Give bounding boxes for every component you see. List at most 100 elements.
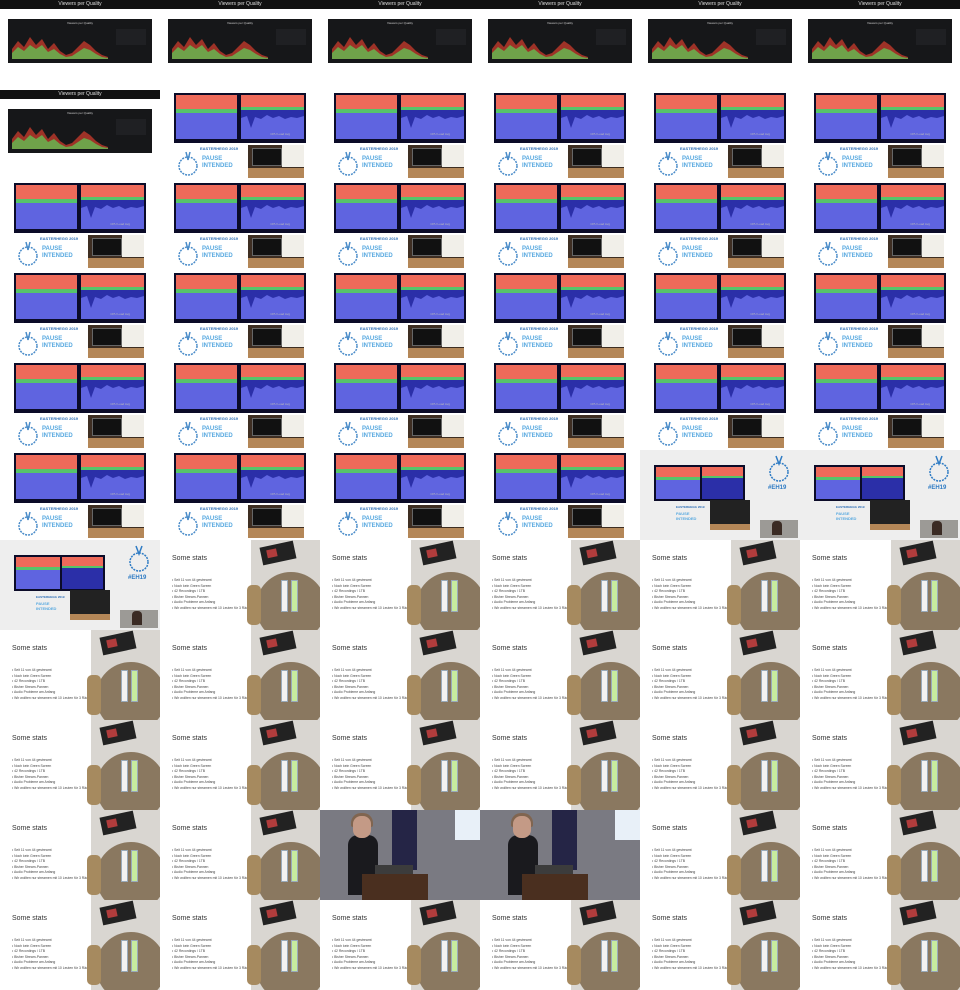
list-item: Wir wollten nur streamen mit 10 Leuten f… [492, 696, 573, 702]
grafana-frame[interactable]: Viewers per Quality Viewers per Quality [320, 0, 480, 90]
dashboard-pause-frame[interactable]: CPU Load Avg EASTERHEGG 2019 PAUSE INTEN… [800, 180, 960, 270]
stats-slide-frame[interactable]: Some stats Seit 11 von 44 gestreamt Noch… [0, 900, 160, 990]
stats-slide-frame[interactable]: Some stats Seit 11 von 44 gestreamt Noch… [480, 720, 640, 810]
frame-title-bar: Viewers per Quality [0, 90, 160, 99]
dashboard-pause-frame[interactable]: CPU Load Avg EASTERHEGG 2019 PAUSE INTEN… [160, 180, 320, 270]
stats-slide-frame[interactable]: Some stats Seit 11 von 44 gestreamt Noch… [160, 810, 320, 900]
list-item: 42 Recordings / 1TB [332, 949, 413, 955]
list-item: Wir wollten nur streamen mit 10 Leuten f… [12, 966, 93, 972]
list-item: 42 Recordings / 1TB [172, 949, 253, 955]
stats-slide-frame[interactable]: Some stats Seit 11 von 44 gestreamt Noch… [640, 630, 800, 720]
stats-slide-frame[interactable]: Some stats Seit 11 von 44 gestreamt Noch… [800, 900, 960, 990]
stats-slide-frame[interactable]: Some stats Seit 11 von 44 gestreamt Noch… [480, 540, 640, 630]
dashboard-pause-frame[interactable]: CPU Load Avg EASTERHEGG 2019 PAUSE INTEN… [160, 450, 320, 540]
stats-slide-frame[interactable]: Some stats Seit 11 von 44 gestreamt Noch… [800, 540, 960, 630]
stats-slide-frame[interactable]: Some stats Seit 11 von 44 gestreamt Noch… [640, 540, 800, 630]
stats-slide-frame[interactable]: Some stats Seit 11 von 44 gestreamt Noch… [0, 720, 160, 810]
stats-slide-frame[interactable]: Some stats Seit 11 von 44 gestreamt Noch… [160, 540, 320, 630]
dashboard-pause-frame[interactable]: CPU Load Avg EASTERHEGG 2019 PAUSE INTEN… [640, 360, 800, 450]
grafana-frame[interactable]: Viewers per Quality Viewers per Quality [0, 0, 160, 90]
dashboard-pause-frame[interactable]: CPU Load Avg EASTERHEGG 2019 PAUSE INTEN… [160, 360, 320, 450]
load-chart: CPU Load Avg [561, 275, 624, 319]
dashboard-pause-frame[interactable]: CPU Load Avg EASTERHEGG 2019 PAUSE INTEN… [800, 270, 960, 360]
grafana-frame[interactable]: Viewers per Quality Viewers per Quality [480, 0, 640, 90]
dashboard-pause-frame[interactable]: CPU Load Avg EASTERHEGG 2019 PAUSE INTEN… [480, 180, 640, 270]
chart-caption: CPU Load Avg [430, 222, 450, 226]
pause-line-2: INTENDED [842, 253, 873, 259]
pause-line-1: PAUSE [522, 336, 543, 342]
slide-title: Some stats [332, 915, 368, 922]
dashboard-pause-frame[interactable]: CPU Load Avg EASTERHEGG 2019 PAUSE INTEN… [320, 180, 480, 270]
dashboard-hashtag-frame[interactable]: #EH19 EASTERHEGG 2019 PAUSE INTENDED [640, 450, 800, 540]
dashboard-pause-frame[interactable]: CPU Load Avg EASTERHEGG 2019 PAUSE INTEN… [800, 90, 960, 180]
stats-slide-frame[interactable]: Some stats Seit 11 von 44 gestreamt Noch… [320, 720, 480, 810]
stats-slide-frame[interactable]: Some stats Seit 11 von 44 gestreamt Noch… [800, 630, 960, 720]
dashboard-pause-frame[interactable]: CPU Load Avg EASTERHEGG 2019 PAUSE INTEN… [640, 90, 800, 180]
list-item: Noch kein Green Screen [12, 854, 93, 860]
stream-dashboard: CPU Load Avg [14, 363, 146, 413]
stats-slide-frame[interactable]: Some stats Seit 11 von 44 gestreamt Noch… [160, 720, 320, 810]
grafana-frame[interactable]: Viewers per Quality Viewers per Quality [640, 0, 800, 90]
event-label: EASTERHEGG 2019 [360, 416, 399, 421]
stats-slide-frame[interactable]: Some stats Seit 11 von 44 gestreamt Noch… [320, 540, 480, 630]
grafana-frame[interactable]: Viewers per Quality Viewers per Quality [0, 90, 160, 180]
event-label: EASTERHEGG 2019 [360, 506, 399, 511]
dashboard-pause-frame[interactable]: CPU Load Avg EASTERHEGG 2019 PAUSE INTEN… [480, 450, 640, 540]
dashboard-pause-frame[interactable]: CPU Load Avg EASTERHEGG 2019 PAUSE INTEN… [0, 270, 160, 360]
pause-line-2: INTENDED [202, 523, 233, 529]
stats-slide-frame[interactable]: Some stats Seit 11 von 44 gestreamt Noch… [640, 810, 800, 900]
dashboard-pause-frame[interactable]: CPU Load Avg EASTERHEGG 2019 PAUSE INTEN… [0, 450, 160, 540]
stats-slide-frame[interactable]: Some stats Seit 11 von 44 gestreamt Noch… [640, 900, 800, 990]
dashboard-pause-frame[interactable]: CPU Load Avg EASTERHEGG 2019 PAUSE INTEN… [640, 180, 800, 270]
dashboard-hashtag-frame[interactable]: #EH19 EASTERHEGG 2019 PAUSE INTENDED [0, 540, 160, 630]
stats-slide-frame[interactable]: Some stats Seit 11 von 44 gestreamt Noch… [0, 630, 160, 720]
chart-caption: CPU Load Avg [590, 132, 610, 136]
stats-slide-frame[interactable]: Some stats Seit 11 von 44 gestreamt Noch… [0, 810, 160, 900]
stats-list: Seit 11 von 44 gestreamt Noch kein Green… [812, 758, 893, 791]
slide-title: Some stats [812, 555, 848, 562]
stats-list: Seit 11 von 44 gestreamt Noch kein Green… [172, 938, 253, 971]
load-chart: CPU Load Avg [561, 455, 624, 499]
dashboard-pause-frame[interactable]: CPU Load Avg EASTERHEGG 2019 PAUSE INTEN… [320, 90, 480, 180]
event-label: EASTERHEGG 2019 [520, 506, 559, 511]
dashboard-pause-frame[interactable]: CPU Load Avg EASTERHEGG 2019 PAUSE INTEN… [160, 90, 320, 180]
slide-title: Some stats [492, 915, 528, 922]
dashboard-pause-frame[interactable]: CPU Load Avg EASTERHEGG 2019 PAUSE INTEN… [800, 360, 960, 450]
stats-slide-frame[interactable]: Some stats Seit 11 von 44 gestreamt Noch… [800, 720, 960, 810]
stats-slide-frame[interactable]: Some stats Seit 11 von 44 gestreamt Noch… [160, 900, 320, 990]
dashboard-pause-frame[interactable]: CPU Load Avg EASTERHEGG 2019 PAUSE INTEN… [480, 270, 640, 360]
speaker-camera-frame[interactable] [480, 810, 640, 900]
stream-dashboard: CPU Load Avg [174, 363, 306, 413]
grafana-frame[interactable]: Viewers per Quality Viewers per Quality [800, 0, 960, 90]
list-item: 42 Recordings / 1TB [492, 589, 573, 595]
dashboard-pause-frame[interactable]: CPU Load Avg EASTERHEGG 2019 PAUSE INTEN… [320, 360, 480, 450]
dashboard-pause-frame[interactable]: CPU Load Avg EASTERHEGG 2019 PAUSE INTEN… [320, 450, 480, 540]
list-item: Audio Probleme am Anfang [652, 870, 733, 876]
speaker-camera-frame[interactable] [320, 810, 480, 900]
list-item: Seit 11 von 44 gestreamt [492, 668, 573, 674]
stats-slide-frame[interactable]: Some stats Seit 11 von 44 gestreamt Noch… [160, 630, 320, 720]
stats-slide-frame[interactable]: Some stats Seit 11 von 44 gestreamt Noch… [640, 720, 800, 810]
list-item: Wir wollten nur streamen mit 10 Leuten f… [12, 876, 93, 882]
pause-line-1: PAUSE [202, 336, 223, 342]
dashboard-pause-frame[interactable]: CPU Load Avg EASTERHEGG 2019 PAUSE INTEN… [0, 180, 160, 270]
dashboard-pause-frame[interactable]: CPU Load Avg EASTERHEGG 2019 PAUSE INTEN… [0, 360, 160, 450]
dashboard-pause-frame[interactable]: CPU Load Avg EASTERHEGG 2019 PAUSE INTEN… [320, 270, 480, 360]
dashboard-pause-frame[interactable]: CPU Load Avg EASTERHEGG 2019 PAUSE INTEN… [480, 360, 640, 450]
list-item: Seit 11 von 44 gestreamt [652, 848, 733, 854]
dashboard-pause-frame[interactable]: CPU Load Avg EASTERHEGG 2019 PAUSE INTEN… [480, 90, 640, 180]
grafana-frame[interactable]: Viewers per Quality Viewers per Quality [160, 0, 320, 90]
stats-slide-frame[interactable]: Some stats Seit 11 von 44 gestreamt Noch… [800, 810, 960, 900]
load-chart: CPU Load Avg [241, 455, 304, 499]
pause-slide: EASTERHEGG 2019 PAUSE INTENDED [16, 235, 86, 268]
stacked-area-chart [496, 365, 557, 409]
dashboard-pause-frame[interactable]: CPU Load Avg EASTERHEGG 2019 PAUSE INTEN… [160, 270, 320, 360]
stats-slide-frame[interactable]: Some stats Seit 11 von 44 gestreamt Noch… [320, 900, 480, 990]
list-item: Noch kein Green Screen [492, 674, 573, 680]
stats-slide-frame[interactable]: Some stats Seit 11 von 44 gestreamt Noch… [480, 630, 640, 720]
dashboard-pause-frame[interactable]: CPU Load Avg EASTERHEGG 2019 PAUSE INTEN… [640, 270, 800, 360]
stats-list: Seit 11 von 44 gestreamt Noch kein Green… [12, 758, 93, 791]
dashboard-hashtag-frame[interactable]: #EH19 EASTERHEGG 2019 PAUSE INTENDED [800, 450, 960, 540]
stats-slide-frame[interactable]: Some stats Seit 11 von 44 gestreamt Noch… [320, 630, 480, 720]
stats-slide-frame[interactable]: Some stats Seit 11 von 44 gestreamt Noch… [480, 900, 640, 990]
